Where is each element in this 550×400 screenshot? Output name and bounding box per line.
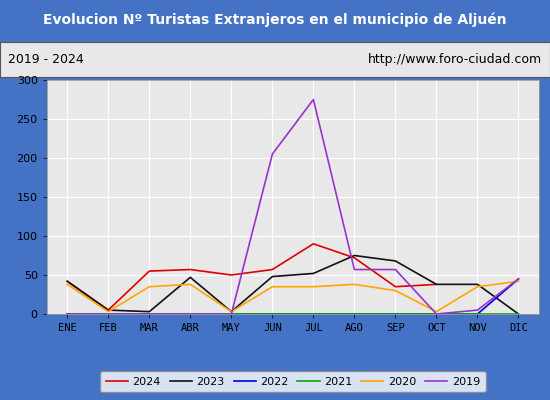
2022 [146, 312, 152, 316]
2020 [105, 309, 112, 314]
2020 [146, 284, 152, 289]
2019 [515, 276, 522, 281]
2024 [433, 282, 440, 287]
2022 [269, 312, 276, 316]
Line: 2022: 2022 [67, 279, 519, 314]
2020 [474, 284, 481, 289]
2021 [392, 312, 399, 316]
2021 [433, 312, 440, 316]
2021 [515, 312, 522, 316]
2019 [310, 97, 317, 102]
2020 [64, 282, 70, 287]
2024 [310, 242, 317, 246]
2024 [351, 256, 358, 260]
2020 [187, 282, 194, 287]
2022 [310, 312, 317, 316]
2020 [351, 282, 358, 287]
2019 [228, 312, 235, 316]
2023 [228, 309, 235, 314]
2020 [392, 288, 399, 293]
Line: 2024: 2024 [67, 244, 437, 310]
Text: http://www.foro-ciudad.com: http://www.foro-ciudad.com [367, 53, 542, 66]
2023 [474, 282, 481, 287]
2022 [105, 312, 112, 316]
2023 [146, 309, 152, 314]
2020 [228, 309, 235, 314]
Legend: 2024, 2023, 2022, 2021, 2020, 2019: 2024, 2023, 2022, 2021, 2020, 2019 [100, 371, 486, 392]
2019 [269, 152, 276, 156]
Line: 2020: 2020 [67, 281, 519, 312]
2022 [474, 312, 481, 316]
2022 [515, 276, 522, 281]
2019 [392, 267, 399, 272]
2022 [187, 312, 194, 316]
2023 [64, 279, 70, 284]
2020 [310, 284, 317, 289]
2021 [269, 312, 276, 316]
2024 [105, 308, 112, 312]
2019 [64, 312, 70, 316]
2024 [146, 269, 152, 274]
2021 [351, 312, 358, 316]
2019 [474, 308, 481, 312]
2021 [474, 312, 481, 316]
2020 [515, 279, 522, 284]
2023 [105, 308, 112, 312]
2019 [105, 312, 112, 316]
2021 [310, 312, 317, 316]
Text: Evolucion Nº Turistas Extranjeros en el municipio de Aljuén: Evolucion Nº Turistas Extranjeros en el … [43, 13, 507, 28]
2022 [351, 312, 358, 316]
2021 [105, 312, 112, 316]
2023 [515, 312, 522, 316]
2024 [392, 284, 399, 289]
2024 [187, 267, 194, 272]
2023 [187, 275, 194, 280]
2021 [187, 312, 194, 316]
2020 [269, 284, 276, 289]
2022 [64, 312, 70, 316]
Line: 2019: 2019 [67, 100, 519, 314]
2020 [433, 309, 440, 314]
2023 [269, 274, 276, 279]
2019 [187, 312, 194, 316]
2019 [146, 312, 152, 316]
2023 [310, 271, 317, 276]
2023 [392, 258, 399, 263]
2022 [392, 312, 399, 316]
2024 [228, 273, 235, 278]
2019 [433, 312, 440, 316]
Line: 2023: 2023 [67, 256, 519, 314]
2024 [64, 279, 70, 284]
2024 [269, 267, 276, 272]
2019 [351, 267, 358, 272]
2021 [228, 312, 235, 316]
2023 [433, 282, 440, 287]
Text: 2019 - 2024: 2019 - 2024 [8, 53, 84, 66]
2021 [64, 312, 70, 316]
2022 [228, 312, 235, 316]
2021 [146, 312, 152, 316]
2023 [351, 253, 358, 258]
2022 [433, 312, 440, 316]
